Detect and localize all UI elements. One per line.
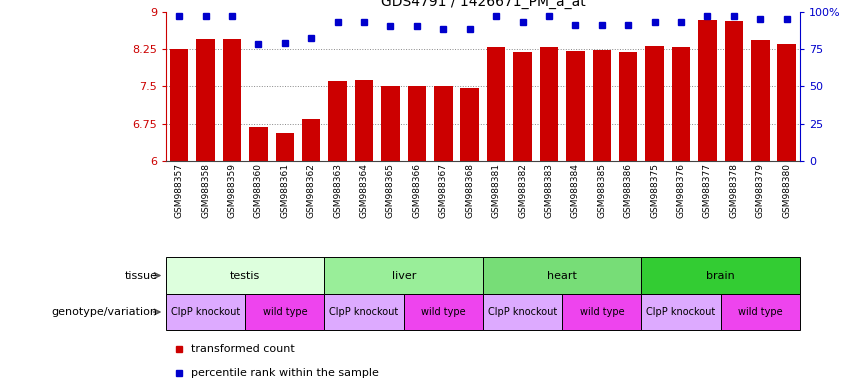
Bar — [328, 81, 347, 161]
Bar — [276, 133, 294, 161]
Text: ClpP knockout: ClpP knockout — [647, 307, 716, 317]
Bar — [324, 294, 403, 330]
Bar — [566, 51, 585, 161]
Bar — [751, 40, 769, 161]
Bar — [483, 257, 642, 294]
Bar — [721, 294, 800, 330]
Bar — [245, 294, 324, 330]
Bar — [642, 294, 721, 330]
Text: testis: testis — [230, 270, 260, 281]
Bar — [166, 257, 324, 294]
Bar — [645, 46, 664, 161]
Text: percentile rank within the sample: percentile rank within the sample — [191, 368, 380, 378]
Bar — [249, 127, 268, 161]
Bar — [698, 20, 717, 161]
Bar — [403, 294, 483, 330]
Bar — [166, 294, 245, 330]
Text: wild type: wild type — [580, 307, 624, 317]
Bar — [513, 53, 532, 161]
Bar — [725, 20, 743, 161]
Bar — [170, 50, 188, 161]
Bar — [460, 88, 479, 161]
Bar — [324, 257, 483, 294]
Text: transformed count: transformed count — [191, 344, 295, 354]
Bar — [619, 53, 637, 161]
Bar — [483, 294, 563, 330]
Text: liver: liver — [391, 270, 416, 281]
Bar — [408, 86, 426, 161]
Text: heart: heart — [547, 270, 577, 281]
Bar — [563, 294, 642, 330]
Text: wild type: wild type — [262, 307, 307, 317]
Bar — [355, 80, 374, 161]
Bar — [778, 44, 796, 161]
Text: tissue: tissue — [124, 270, 157, 281]
Text: ClpP knockout: ClpP knockout — [488, 307, 557, 317]
Text: wild type: wild type — [421, 307, 465, 317]
Text: ClpP knockout: ClpP knockout — [329, 307, 398, 317]
Title: GDS4791 / 1426671_PM_a_at: GDS4791 / 1426671_PM_a_at — [380, 0, 585, 9]
Text: genotype/variation: genotype/variation — [51, 307, 157, 317]
Bar — [592, 50, 611, 161]
Bar — [434, 86, 453, 161]
Bar — [197, 39, 214, 161]
Bar — [540, 48, 558, 161]
Bar — [671, 48, 690, 161]
Text: ClpP knockout: ClpP knockout — [171, 307, 240, 317]
Bar — [223, 40, 241, 161]
Text: brain: brain — [706, 270, 735, 281]
Bar — [381, 86, 400, 161]
Bar — [302, 119, 321, 161]
Bar — [642, 257, 800, 294]
Text: wild type: wild type — [738, 307, 783, 317]
Bar — [487, 48, 505, 161]
